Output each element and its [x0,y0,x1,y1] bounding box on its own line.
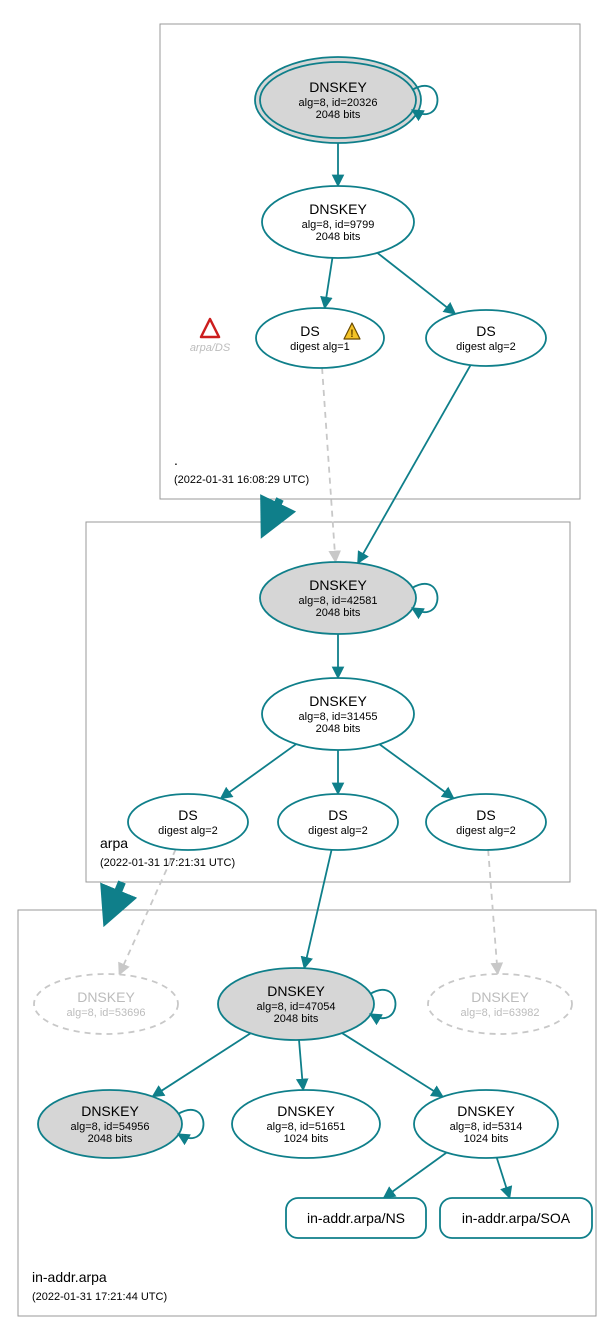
svg-text:DNSKEY: DNSKEY [471,989,529,1005]
edge-inaddr_ksk-inaddr_k_51651 [299,1040,303,1090]
rrset-rr_soa: in-addr.arpa/SOA [440,1198,592,1238]
node-inaddr_ksk: DNSKEY alg=8, id=470542048 bits [218,968,396,1040]
node-root_ds2: DS digest alg=2 [426,310,546,366]
svg-text:DNSKEY: DNSKEY [457,1103,515,1119]
svg-text:DNSKEY: DNSKEY [309,577,367,593]
svg-text:DNSKEY: DNSKEY [309,693,367,709]
node-arpa_ds_c: DS digest alg=2 [426,794,546,850]
edge-inaddr_k_5314-rr_ns [384,1152,447,1198]
svg-text:DNSKEY: DNSKEY [81,1103,139,1119]
svg-text:digest alg=2: digest alg=2 [158,825,218,837]
zone-arrow-root-arpa [266,499,280,528]
edge-inaddr_ksk-inaddr_k_54956 [153,1033,251,1096]
edge-arpa_ds_b-inaddr_ksk [304,850,331,968]
svg-text:DS: DS [300,323,319,339]
edge-inaddr_k_5314-rr_soa [497,1158,510,1198]
error-marker: arpa/DS [190,319,231,354]
svg-text:DNSKEY: DNSKEY [277,1103,335,1119]
svg-text:alg=8, id=9799: alg=8, id=9799 [302,219,375,231]
svg-text:alg=8, id=5314: alg=8, id=5314 [450,1121,523,1133]
edge-inaddr_ksk-inaddr_k_5314 [342,1033,443,1097]
svg-text:DS: DS [476,807,495,823]
svg-text:2048 bits: 2048 bits [88,1133,133,1145]
edge-root_zsk-root_ds1 [325,258,333,308]
svg-text:DNSKEY: DNSKEY [309,79,367,95]
svg-text:DS: DS [178,807,197,823]
svg-text:DNSKEY: DNSKEY [267,983,325,999]
node-arpa_ds_a: DS digest alg=2 [128,794,248,850]
zone-arrow-arpa-inaddr [108,882,122,916]
edge-root_ds2-arpa_ksk [358,365,471,563]
svg-text:1024 bits: 1024 bits [464,1133,509,1145]
svg-text:2048 bits: 2048 bits [274,1013,319,1025]
zone-label-arpa: arpa [100,835,128,851]
node-root_ksk: DNSKEY alg=8, id=203262048 bits [255,57,438,143]
svg-text:2048 bits: 2048 bits [316,231,361,243]
svg-text:2048 bits: 2048 bits [316,723,361,735]
node-root_zsk: DNSKEY alg=8, id=97992048 bits [262,186,414,258]
svg-text:alg=8, id=51651: alg=8, id=51651 [267,1121,346,1133]
zone-time-arpa: (2022-01-31 17:21:31 UTC) [100,857,235,869]
svg-text:alg=8, id=47054: alg=8, id=47054 [257,1001,336,1013]
svg-text:1024 bits: 1024 bits [284,1133,329,1145]
svg-text:alg=8, id=54956: alg=8, id=54956 [71,1121,150,1133]
node-arpa_ds_b: DS digest alg=2 [278,794,398,850]
node-inaddr_k_51651: DNSKEY alg=8, id=516511024 bits [232,1090,380,1158]
node-arpa_zsk: DNSKEY alg=8, id=314552048 bits [262,678,414,750]
svg-text:DNSKEY: DNSKEY [309,201,367,217]
svg-text:DS: DS [476,323,495,339]
node-root_ds1: DS digest alg=1! [256,308,384,368]
svg-text:!: ! [350,328,354,340]
node-arpa_ksk: DNSKEY alg=8, id=425812048 bits [260,562,438,634]
svg-text:arpa/DS: arpa/DS [190,342,231,354]
svg-text:digest alg=1: digest alg=1 [290,341,350,353]
svg-text:alg=8, id=63982: alg=8, id=63982 [461,1007,540,1019]
zone-label-inaddr: in-addr.arpa [32,1269,107,1285]
node-inaddr_absent_a: DNSKEY alg=8, id=53696 [34,974,178,1034]
svg-text:in-addr.arpa/SOA: in-addr.arpa/SOA [462,1210,571,1226]
svg-text:in-addr.arpa/NS: in-addr.arpa/NS [307,1210,405,1226]
rrset-rr_ns: in-addr.arpa/NS [286,1198,426,1238]
svg-text:2048 bits: 2048 bits [316,607,361,619]
svg-text:digest alg=2: digest alg=2 [456,341,516,353]
svg-text:alg=8, id=53696: alg=8, id=53696 [67,1007,146,1019]
zone-time-root: (2022-01-31 16:08:29 UTC) [174,474,309,486]
node-inaddr_k_54956: DNSKEY alg=8, id=549562048 bits [38,1090,204,1158]
svg-text:digest alg=2: digest alg=2 [308,825,368,837]
zone-time-inaddr: (2022-01-31 17:21:44 UTC) [32,1291,167,1303]
svg-text:alg=8, id=20326: alg=8, id=20326 [299,97,378,109]
edge-root_zsk-root_ds2 [377,253,455,314]
svg-text:DNSKEY: DNSKEY [77,989,135,1005]
svg-text:alg=8, id=31455: alg=8, id=31455 [299,711,378,723]
nodes: DNSKEYalg=8, id=203262048 bitsDNSKEYalg=… [34,57,572,1158]
node-inaddr_absent_b: DNSKEY alg=8, id=63982 [428,974,572,1034]
svg-text:DS: DS [328,807,347,823]
edge-root_ds1-arpa_ksk [322,368,335,562]
svg-text:digest alg=2: digest alg=2 [456,825,516,837]
edge-arpa_zsk-arpa_ds_a [221,744,297,798]
edge-arpa_ds_c-inaddr_absent_b [488,850,498,974]
zone-label-root: . [174,452,178,468]
svg-text:alg=8, id=42581: alg=8, id=42581 [299,595,378,607]
edge-arpa_zsk-arpa_ds_c [379,744,453,798]
node-inaddr_k_5314: DNSKEY alg=8, id=53141024 bits [414,1090,558,1158]
svg-text:2048 bits: 2048 bits [316,109,361,121]
